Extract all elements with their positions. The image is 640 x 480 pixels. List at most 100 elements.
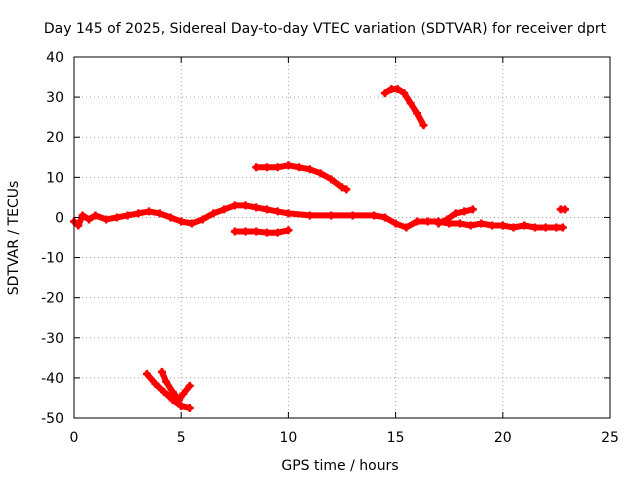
data-point <box>541 223 550 232</box>
data-point <box>423 217 432 226</box>
y-tick-label: -30 <box>41 331 64 347</box>
data-point <box>262 228 271 237</box>
data-point <box>241 201 250 210</box>
data-point <box>134 209 143 218</box>
data-point <box>112 213 121 222</box>
data-point <box>74 221 83 230</box>
data-point <box>380 89 389 98</box>
data-point <box>295 163 304 172</box>
data-point <box>185 403 194 412</box>
data-point <box>406 99 415 108</box>
data-point <box>102 215 111 224</box>
data-point <box>348 211 357 220</box>
x-tick-label: 20 <box>494 430 512 446</box>
data-point <box>220 205 229 214</box>
data-point <box>342 185 351 194</box>
plot-frame <box>73 56 611 419</box>
data-point <box>185 381 194 390</box>
data-point <box>252 203 261 212</box>
data-point <box>91 211 100 220</box>
data-point <box>509 223 518 232</box>
data-point <box>391 219 400 228</box>
x-tick-label: 10 <box>279 430 297 446</box>
data-point <box>370 211 379 220</box>
data-point <box>273 228 282 237</box>
series-peak-15h <box>380 85 428 130</box>
tick-layer: 0 5 10 15 20 25 -50 -40 -30 -20 -10 0 10 20 30 40 <box>41 50 619 446</box>
data-point <box>530 223 539 232</box>
data-point <box>230 227 239 236</box>
data-point <box>175 395 184 404</box>
data-point <box>198 215 207 224</box>
data-point <box>393 85 402 94</box>
data-point <box>142 369 151 378</box>
data-point <box>123 211 132 220</box>
y-tick-label: -10 <box>41 251 64 267</box>
y-tick-label: 0 <box>55 210 64 226</box>
data-point <box>468 205 477 214</box>
x-tick-label: 25 <box>601 430 619 446</box>
data-point <box>168 387 177 396</box>
data-point <box>413 109 422 118</box>
series-trace <box>253 162 350 193</box>
data-point <box>177 401 186 410</box>
data-point <box>273 207 282 216</box>
data-point <box>252 163 261 172</box>
data-point <box>177 217 186 226</box>
x-tick-label: 5 <box>177 430 186 446</box>
data-point <box>241 227 250 236</box>
data-point <box>488 221 497 230</box>
data-point <box>477 219 486 228</box>
data-point <box>455 219 464 228</box>
data-point <box>179 389 188 398</box>
y-tick-label: 30 <box>46 90 64 106</box>
data-point <box>166 213 175 222</box>
data-point <box>284 209 293 218</box>
grid-layer <box>74 57 610 418</box>
data-point <box>162 377 171 386</box>
data-point <box>157 367 166 376</box>
series-arc-10h <box>252 161 351 194</box>
x-tick-label: 0 <box>70 430 79 446</box>
data-point <box>155 209 164 218</box>
data-point <box>338 183 346 192</box>
data-point <box>160 387 169 396</box>
data-point <box>273 163 282 172</box>
data-point <box>262 205 271 214</box>
data-point <box>305 211 314 220</box>
data-point <box>451 209 460 218</box>
data-point <box>400 89 409 98</box>
series-trace <box>71 202 566 231</box>
data-point <box>187 219 196 228</box>
data-point <box>460 207 469 216</box>
data-point <box>402 223 411 232</box>
data-point <box>316 169 325 178</box>
data-point <box>252 227 261 236</box>
y-tick-label: -40 <box>41 371 64 387</box>
data-point <box>305 165 314 174</box>
data-point <box>209 209 218 218</box>
y-tick-label: 40 <box>46 50 64 66</box>
data-point <box>284 226 293 235</box>
data-point <box>434 219 443 228</box>
data-point <box>558 223 567 232</box>
series-lower-dash <box>230 226 293 237</box>
data-point <box>419 121 428 130</box>
data-point <box>151 379 160 388</box>
series-arc-18h <box>434 205 477 228</box>
series-dot-22.8h <box>556 205 569 214</box>
data-point <box>443 215 452 224</box>
data-point <box>327 175 336 184</box>
data-point <box>85 215 94 224</box>
data-point <box>498 221 507 230</box>
data-point <box>560 205 569 214</box>
x-axis-label: GPS time / hours <box>281 458 398 474</box>
data-point <box>230 201 239 210</box>
chart-title: Day 145 of 2025, Sidereal Day-to-day VTE… <box>44 21 607 37</box>
data-point <box>145 207 154 216</box>
data-point <box>262 163 271 172</box>
data-point <box>380 213 389 222</box>
y-tick-label: -50 <box>41 411 64 427</box>
series-low-5h-b <box>157 367 194 404</box>
